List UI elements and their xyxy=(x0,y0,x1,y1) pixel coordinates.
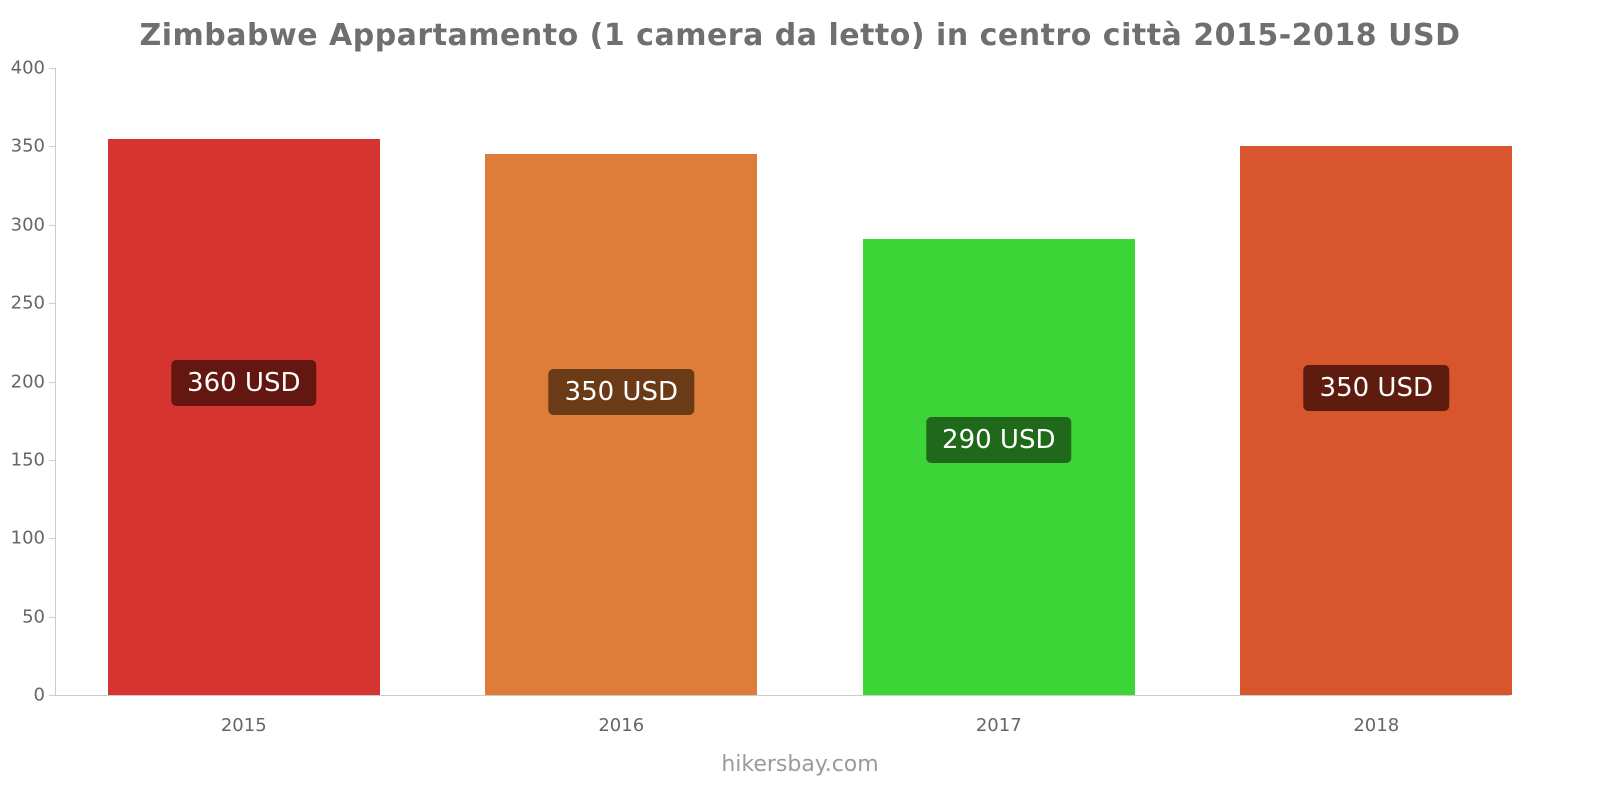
y-tick-label: 100 xyxy=(10,527,45,549)
x-tick-label-2018: 2018 xyxy=(1353,715,1400,736)
y-tick-mark xyxy=(49,616,55,618)
bar-2015 xyxy=(107,138,380,695)
y-tick-label: 150 xyxy=(10,449,45,471)
y-tick-mark xyxy=(49,459,55,461)
y-tick-label: 200 xyxy=(10,371,45,392)
y-tick-label: 400 xyxy=(10,57,45,79)
y-tick-label: 50 xyxy=(22,606,45,628)
bar-value-label-2018: 350 USD xyxy=(1303,364,1449,411)
bar-2016 xyxy=(485,154,758,695)
y-tick-mark xyxy=(49,68,55,69)
y-tick-mark xyxy=(49,303,55,305)
y-tick-label: 250 xyxy=(10,292,45,314)
bar-value-label-2017: 290 USD xyxy=(926,416,1072,463)
y-tick-mark xyxy=(49,146,55,148)
bar-2017 xyxy=(862,238,1135,695)
footer-watermark: hikersbay.com xyxy=(721,752,879,777)
bar-value-label-2016: 350 USD xyxy=(548,369,694,416)
y-tick-label: 350 xyxy=(10,135,45,157)
x-axis-line xyxy=(55,695,1510,696)
y-tick-mark xyxy=(49,381,55,383)
x-tick-label-2016: 2016 xyxy=(598,715,645,736)
y-tick-label: 300 xyxy=(10,214,45,236)
y-tick-mark xyxy=(49,538,55,540)
y-tick-label: 0 xyxy=(33,684,45,706)
x-tick-label-2015: 2015 xyxy=(220,715,267,736)
bar-value-label-2015: 360 USD xyxy=(171,360,317,407)
y-axis-line xyxy=(55,68,56,695)
chart-title: Zimbabwe Appartamento (1 camera da letto… xyxy=(139,18,1461,53)
y-tick-mark xyxy=(49,224,55,226)
bar-2018 xyxy=(1240,146,1513,695)
y-tick-mark xyxy=(49,695,55,696)
x-tick-label-2017: 2017 xyxy=(975,715,1022,736)
